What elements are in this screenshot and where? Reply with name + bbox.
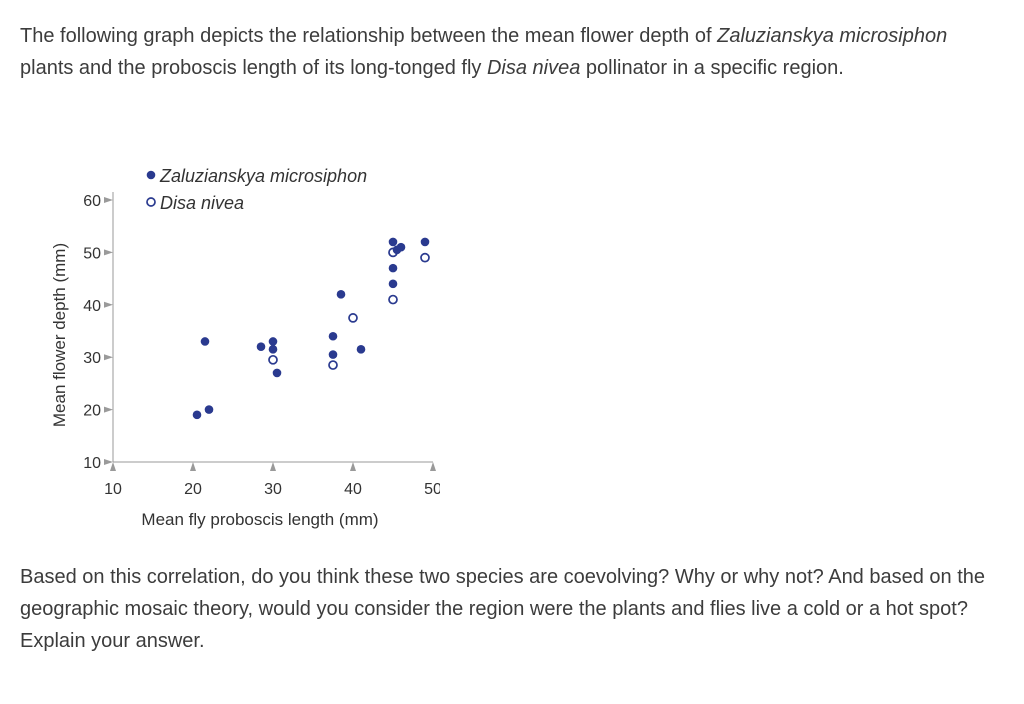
y-tick-label: 50	[83, 245, 101, 262]
x-tick-mark	[350, 462, 356, 471]
fly-species-name: Disa nivea	[486, 57, 581, 79]
y-tick-mark	[104, 197, 113, 203]
data-point-zaluzianskya	[356, 345, 366, 354]
x-tick-label: 40	[344, 481, 362, 498]
data-point-disa	[328, 360, 338, 370]
question-intro: The following graph depicts the relation…	[20, 20, 1000, 84]
x-tick-mark	[110, 462, 116, 471]
y-axis-ticks: 10 20 30 40 50 60	[83, 193, 113, 472]
x-tick-mark	[430, 462, 436, 471]
data-points	[192, 237, 430, 420]
y-tick-label: 10	[83, 455, 101, 472]
data-point-zaluzianskya	[192, 410, 202, 420]
x-tick-mark	[270, 462, 276, 471]
x-tick-label: 10	[104, 481, 122, 498]
data-point-disa	[348, 313, 358, 323]
y-tick-label: 40	[83, 298, 101, 315]
intro-text-2: plants and the proboscis length of its l…	[20, 57, 487, 79]
data-point-zaluzianskya	[200, 337, 210, 346]
y-axis-title: Mean flower depth (mm)	[50, 243, 69, 427]
data-point-zaluzianskya	[388, 237, 398, 247]
data-point-zaluzianskya	[268, 337, 278, 346]
x-tick-label: 30	[264, 481, 282, 498]
x-tick-label: 20	[184, 481, 202, 498]
intro-text-1: The following graph depicts the relation…	[20, 25, 718, 47]
y-tick-mark	[104, 406, 113, 413]
legend-marker-disa	[146, 197, 156, 207]
data-point-zaluzianskya	[328, 331, 338, 341]
data-point-disa	[420, 252, 430, 263]
y-tick-mark	[104, 249, 113, 256]
y-tick-label: 30	[83, 350, 101, 367]
data-point-zaluzianskya	[268, 345, 278, 354]
plant-species-name: Zaluzianskya microsiphon	[717, 25, 948, 47]
intro-text-3: pollinator in a specific region.	[580, 57, 844, 79]
data-point-disa	[388, 294, 398, 305]
y-tick-mark	[104, 301, 113, 308]
data-point-disa	[388, 247, 398, 258]
data-point-zaluzianskya	[328, 350, 338, 359]
data-point-zaluzianskya	[388, 263, 398, 273]
data-point-zaluzianskya	[204, 405, 214, 414]
y-tick-mark	[104, 459, 113, 465]
chart-legend: Zaluzianskya microsiphon Disa nivea	[146, 166, 367, 213]
data-point-zaluzianskya	[336, 290, 346, 299]
data-point-zaluzianskya	[256, 342, 266, 352]
data-point-zaluzianskya	[420, 237, 430, 247]
question-prompt: Based on this correlation, do you think …	[20, 566, 986, 652]
x-tick-label: 50	[424, 481, 440, 498]
x-tick-mark	[190, 462, 196, 471]
data-point-zaluzianskya	[396, 242, 406, 252]
y-tick-mark	[104, 354, 113, 361]
x-axis-title: Mean fly proboscis length (mm)	[141, 510, 378, 529]
legend-label-disa: Disa nivea	[160, 193, 244, 213]
legend-label-zaluzianskya: Zaluzianskya microsiphon	[159, 166, 367, 186]
data-point-zaluzianskya	[388, 279, 398, 289]
scatter-chart: 10 20 30 40 50 60 10 20 30 40 50 Zaluzianskya mic…	[0, 140, 440, 550]
y-tick-label: 20	[83, 403, 101, 420]
legend-marker-zaluzianskya	[146, 170, 156, 180]
data-point-zaluzianskya	[272, 368, 282, 378]
y-tick-label: 60	[83, 193, 101, 210]
x-axis-ticks: 10 20 30 40 50	[104, 462, 440, 498]
data-point-disa	[268, 354, 278, 365]
